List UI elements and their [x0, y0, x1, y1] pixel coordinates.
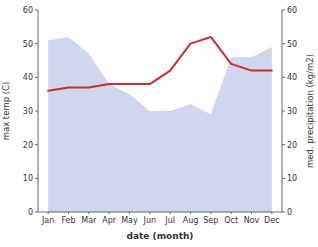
y2-tick-label: 20 — [287, 141, 297, 150]
y2-tick-label: 0 — [287, 208, 292, 217]
temperature-line — [48, 37, 272, 91]
x-tick — [231, 212, 232, 214]
marks — [48, 37, 272, 212]
x-tick-label: Jun — [143, 216, 157, 225]
x-tick-label: Apr — [102, 216, 117, 225]
y2-axis-label: med. precipitation (kg/m2) — [305, 54, 315, 168]
x-tick — [149, 212, 150, 214]
y-tick-label: 40 — [23, 73, 33, 82]
x-tick — [271, 212, 272, 214]
x-tick-label: Aug — [183, 216, 199, 225]
x-tick — [129, 212, 130, 214]
y-tick — [35, 43, 38, 44]
y-tick-label: 0 — [28, 208, 33, 217]
x-tick-label: Nov — [244, 216, 260, 225]
x-tick-label: Dec — [264, 216, 279, 225]
y-tick — [35, 212, 38, 213]
x-tick — [190, 212, 191, 214]
y-tick — [35, 111, 38, 112]
x-tick — [210, 212, 211, 214]
y2-tick-label: 50 — [287, 40, 297, 49]
x-tick — [68, 212, 69, 214]
x-tick-label: Mar — [81, 216, 97, 225]
y2-tick — [282, 178, 285, 179]
x-axis-label: date (month) — [127, 231, 194, 241]
y2-tick — [282, 212, 285, 213]
y2-tick-label: 30 — [287, 107, 297, 116]
y2-tick — [282, 77, 285, 78]
y-axis-label: max temp (C) — [1, 82, 11, 141]
x-tick-label: Feb — [61, 216, 75, 225]
y-tick — [35, 178, 38, 179]
x-tick-label: May — [121, 216, 138, 225]
y-tick-label: 20 — [23, 141, 33, 150]
y2-tick — [282, 111, 285, 112]
y-tick-label: 30 — [23, 107, 33, 116]
x-tick-label: Jul — [164, 216, 175, 225]
y2-tick — [282, 144, 285, 145]
axes: 0 10 20 30 40 50 60 0 10 20 30 40 50 60 Jan Feb Mar Apr Ma… — [1, 6, 315, 241]
x-tick — [88, 212, 89, 214]
y-tick — [35, 77, 38, 78]
x-axis-line — [38, 212, 282, 213]
y-tick-label: 50 — [23, 40, 33, 49]
y2-tick-label: 60 — [287, 6, 297, 15]
x-tick-label: Oct — [224, 216, 238, 225]
x-tick — [109, 212, 110, 214]
y2-tick-label: 10 — [287, 174, 297, 183]
y-tick-label: 60 — [23, 6, 33, 15]
x-tick-label: Sep — [203, 216, 218, 225]
y-tick — [35, 10, 38, 11]
y2-tick-label: 40 — [287, 73, 297, 82]
x-tick — [170, 212, 171, 214]
x-tick — [251, 212, 252, 214]
chart: 0 10 20 30 40 50 60 0 10 20 30 40 50 60 Jan Feb Mar Apr Ma… — [0, 0, 318, 247]
x-tick — [48, 212, 49, 214]
precipitation-area — [48, 37, 272, 212]
x-tick-label: Jan — [41, 216, 54, 225]
y-tick-label: 10 — [23, 174, 33, 183]
y-tick — [35, 144, 38, 145]
y2-tick — [282, 10, 285, 11]
y2-tick — [282, 43, 285, 44]
